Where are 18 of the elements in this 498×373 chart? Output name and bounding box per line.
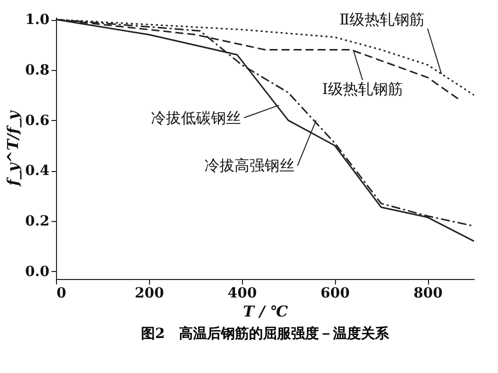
- x-tick-label: 0: [56, 286, 66, 302]
- x-tick-label: 600: [320, 286, 350, 302]
- x-axis-title: T / ℃: [242, 302, 288, 320]
- y-tick-label: 0.2: [25, 214, 50, 230]
- y-tick-label: 1.0: [25, 12, 50, 28]
- annotation: 冷拔低碳钢丝: [151, 108, 242, 127]
- y-tick-label: 0.8: [25, 62, 50, 78]
- y-axis-title: f_y^T/f_y: [4, 110, 22, 187]
- x-tick-label: 200: [134, 286, 164, 302]
- annotation: Ⅰ级热轧钢筋: [322, 80, 403, 98]
- annotation: Ⅱ级热轧钢筋: [339, 10, 425, 29]
- x-tick-label: 800: [413, 286, 443, 302]
- text: 图2 高温后钢筋的屈服强度－温度关系: [141, 325, 390, 342]
- annotation: 冷拔高强钢丝: [204, 156, 295, 175]
- y-tick-label: 0.4: [25, 163, 50, 180]
- x-tick-label: 400: [228, 286, 258, 302]
- y-tick-label: 0.0: [25, 264, 50, 280]
- y-tick-label: 0.6: [25, 112, 50, 129]
